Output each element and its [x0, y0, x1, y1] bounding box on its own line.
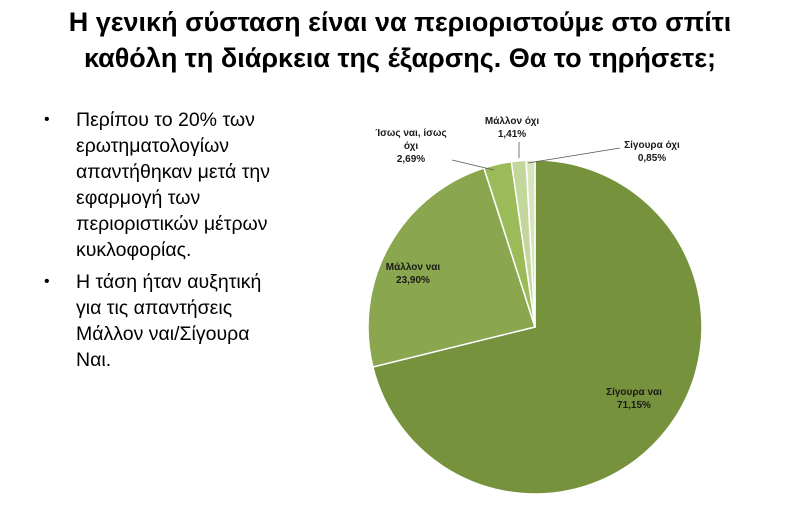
slice-category-label: Σίγουρα όχι — [624, 140, 680, 151]
bullet-icon: • — [44, 273, 50, 290]
data-label: Μάλλον όχι 1,41% — [485, 116, 539, 140]
bullet-text: Η τάση ήταν αυξητική για τις απαντήσεις … — [76, 271, 262, 371]
pie-slices — [367, 159, 703, 495]
data-labels: Σίγουρα ναι 71,15% Μάλλον ναι 23,90% Ίσως να… — [375, 116, 680, 411]
slice-value-label: 0,85% — [638, 153, 666, 164]
slice-category-label: Ίσως ναι, ίσως — [375, 128, 446, 139]
slice-value-label: 71,15% — [617, 400, 651, 411]
pie-slice — [367, 167, 536, 368]
leader-lines — [451, 142, 621, 171]
slice-category-label: Μάλλον όχι — [485, 116, 539, 127]
leader-line — [527, 147, 621, 164]
data-label: Σίγουρα ναι 71,15% — [606, 387, 662, 411]
data-label: Σίγουρα όχι 0,85% — [624, 140, 680, 164]
slice-value-label: 1,41% — [498, 129, 526, 140]
title-line-1: Η γενική σύσταση είναι να περιοριστούμε … — [68, 7, 732, 37]
bullet-item: • Περίπου το 20% των ερωτηματολογίων απα… — [36, 107, 286, 263]
page-title: Η γενική σύσταση είναι να περιοριστούμε … — [0, 4, 800, 76]
bullet-icon: • — [44, 111, 50, 128]
bullet-text: Περίπου το 20% των ερωτηματολογίων απαντ… — [76, 109, 271, 261]
slice-value-label: 23,90% — [396, 275, 430, 286]
title-line-2: καθόλη τη διάρκεια της έξαρσης. Θα το τη… — [83, 43, 717, 73]
slice-category-label: Μάλλον ναι — [386, 262, 441, 273]
pie-slice — [371, 159, 703, 495]
slice-category-label: όχι — [404, 141, 419, 152]
slice-value-label: 2,69% — [397, 154, 425, 165]
pie-slice — [525, 159, 536, 328]
leader-line — [451, 159, 495, 171]
bullet-item: • Η τάση ήταν αυξητική για τις απαντήσει… — [36, 269, 286, 373]
data-label: Ίσως ναι, ίσως όχι 2,69% — [375, 128, 446, 165]
slice-category-label: Σίγουρα ναι — [606, 387, 662, 398]
bullet-list: • Περίπου το 20% των ερωτηματολογίων απα… — [36, 107, 286, 379]
data-label: Μάλλον ναι 23,90% — [386, 262, 441, 286]
